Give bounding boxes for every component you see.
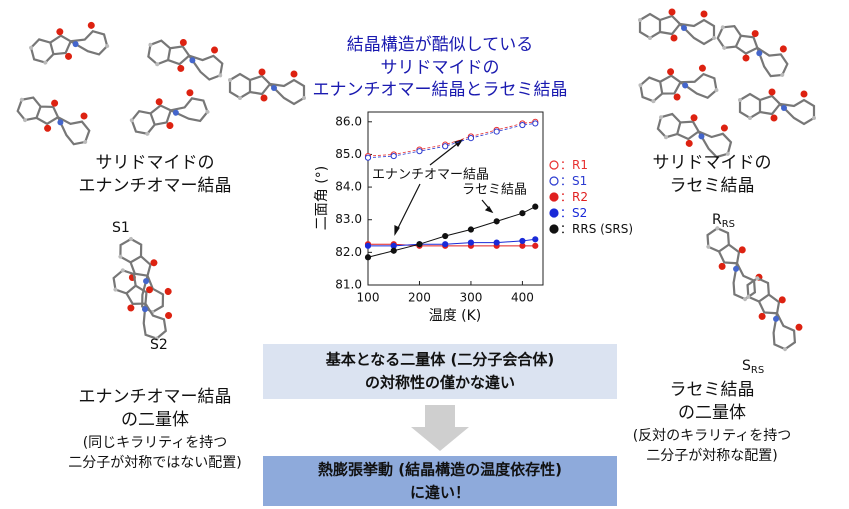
- result-line: に違い！: [410, 484, 470, 502]
- data-point: [467, 135, 475, 142]
- legend-marker: [549, 192, 559, 202]
- legend-separator: ：: [560, 174, 572, 188]
- title-line: 結晶構造が酷似している: [347, 35, 534, 55]
- dimer-note: (反対のキラリティを持つ: [633, 428, 792, 444]
- legend-entry: ：S1: [560, 174, 587, 188]
- legend-marker: [549, 176, 559, 186]
- data-point: [442, 232, 449, 240]
- y-tick-label: 82.0: [335, 245, 362, 259]
- data-point: [532, 236, 539, 243]
- summary-box: [263, 344, 617, 399]
- result-line: 熱膨張挙動 (結晶構造の温度依存性): [318, 461, 562, 479]
- data-point: [442, 241, 449, 248]
- crystal-label: サリドマイドの: [653, 153, 772, 173]
- data-point: [416, 148, 423, 155]
- legend-marker: [549, 208, 559, 218]
- dimer-note: 二分子が対称ではない配置): [68, 455, 241, 471]
- label-base: S: [742, 358, 751, 374]
- x-tick-label: 400: [511, 291, 534, 305]
- x-tick-label: 100: [357, 291, 380, 305]
- legend-name: S2: [572, 206, 587, 220]
- trend-line: [368, 238, 536, 247]
- dimer-caption: の二量体: [678, 403, 746, 423]
- legend-separator: ：: [560, 222, 572, 236]
- data-point: [364, 254, 372, 261]
- plot-frame: [367, 111, 544, 286]
- dimer-caption: の二量体: [121, 410, 189, 430]
- annotation-arrows: [394, 138, 494, 236]
- trend-line: [368, 243, 536, 247]
- data-point: [519, 210, 526, 217]
- legend-separator: ：: [560, 190, 572, 204]
- crystal-label: ラセミ結晶: [670, 176, 755, 196]
- label-sub: RS: [751, 365, 764, 376]
- crystal-label: サリドマイドの: [96, 153, 215, 173]
- label-base: S2: [150, 337, 168, 353]
- x-tick-label: 200: [408, 291, 431, 305]
- legend-name: R2: [572, 190, 588, 204]
- data-point: [519, 237, 526, 245]
- result-box: [263, 456, 617, 506]
- legend-separator: ：: [560, 158, 572, 172]
- down-arrow: [411, 405, 469, 451]
- molecule-label: RRS: [712, 212, 735, 230]
- label-base: R: [712, 212, 722, 228]
- label-base: S1: [112, 220, 130, 236]
- data-point: [467, 226, 475, 233]
- annotation: エナンチオマー結晶: [372, 168, 489, 183]
- trend-line: [367, 123, 536, 159]
- data-point: [532, 203, 539, 210]
- y-tick-label: 81.0: [335, 278, 362, 292]
- x-tick-label: 300: [459, 291, 482, 305]
- legend-marker: [549, 160, 559, 170]
- legend-entry: ：R1: [560, 158, 588, 172]
- dimer-caption: ラセミ結晶: [670, 380, 755, 400]
- data-point: [416, 241, 423, 248]
- data-point: [390, 247, 397, 254]
- data-point: [532, 120, 539, 127]
- y-axis-label: 二面角 (°): [314, 166, 330, 230]
- data-point: [442, 143, 449, 150]
- legend-name: R1: [572, 158, 588, 172]
- y-tick-label: 85.0: [335, 147, 362, 161]
- legend-marker: [549, 224, 559, 234]
- y-tick-label: 84.0: [335, 180, 362, 194]
- label-sub: RS: [722, 219, 735, 230]
- x-axis-label: 温度 (K): [429, 308, 482, 324]
- y-tick-label: 86.0: [335, 114, 362, 128]
- molecule-label: S2: [150, 337, 168, 353]
- molecule-label: S1: [112, 220, 130, 236]
- legend-separator: ：: [560, 206, 572, 220]
- trend-line: [367, 206, 536, 258]
- legend-entry: ：R2: [560, 190, 588, 204]
- data-point: [390, 152, 397, 160]
- data-point: [493, 218, 500, 225]
- dimer-note: 二分子が対称な配置): [646, 448, 777, 464]
- summary-line: の対称性の僅かな違い: [365, 374, 515, 392]
- data-point: [493, 128, 500, 135]
- crystal-label: エナンチオマー結晶: [79, 176, 232, 196]
- legend-entry: ：RRS (SRS): [560, 222, 633, 236]
- chart: 二面角 (°) 温度 (K) エナンチオマー結晶 ラセミ結晶 81.0 82.0 8…: [314, 111, 633, 324]
- dimer-caption: エナンチオマー結晶: [79, 387, 232, 407]
- data-point: [467, 239, 475, 246]
- summary-line: 基本となる二量体 (二分子会合体): [325, 351, 555, 369]
- data-point: [532, 242, 539, 249]
- molecule-label: SRS: [742, 358, 764, 376]
- dimer-note: (同じキラリティを持つ: [83, 435, 228, 451]
- data-point: [364, 242, 372, 249]
- legend-name: S1: [572, 174, 587, 188]
- legend-entry: ：S2: [560, 206, 587, 220]
- trend-line: [367, 121, 536, 157]
- legend-name: RRS (SRS): [572, 222, 633, 236]
- y-tick-label: 83.0: [335, 212, 362, 226]
- data-point: [519, 121, 526, 129]
- annotation: ラセミ結晶: [462, 183, 527, 198]
- data-point: [493, 239, 500, 246]
- title-line: サリドマイドの: [381, 58, 500, 78]
- data-point: [364, 154, 372, 161]
- title-line: エナンチオマー結晶とラセミ結晶: [313, 80, 568, 100]
